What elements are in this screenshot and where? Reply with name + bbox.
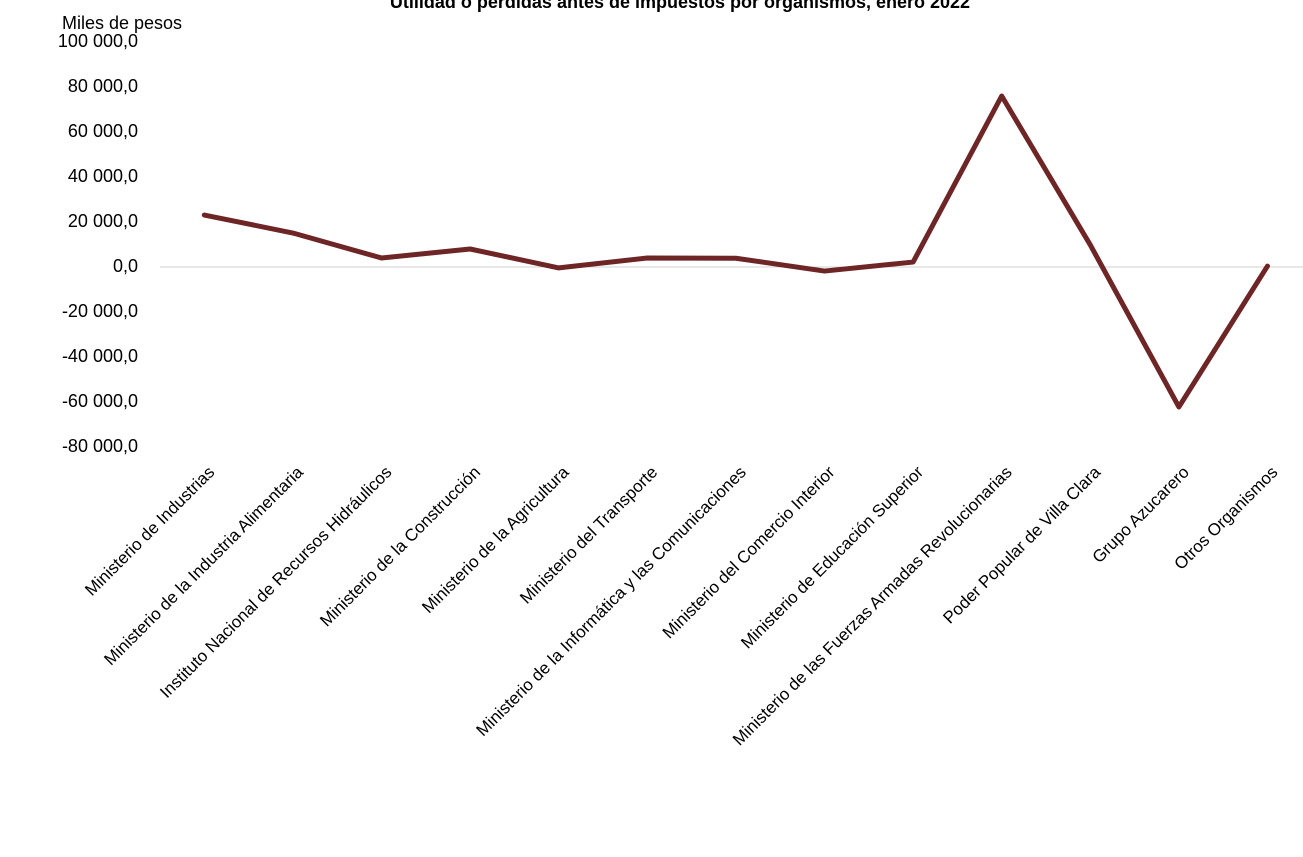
chart-title: Utilidad o pérdidas antes de impuestos p…	[390, 0, 970, 12]
y-tick-label: -80 000,0	[62, 436, 138, 456]
y-tick-label: 0,0	[113, 256, 138, 276]
y-tick-label: -60 000,0	[62, 391, 138, 411]
y-tick-label: 100 000,0	[58, 31, 138, 51]
line-series	[201, 93, 1270, 410]
y-tick-label: -40 000,0	[62, 346, 138, 366]
y-tick-label: 20 000,0	[68, 211, 138, 231]
y-tick-label: 80 000,0	[68, 76, 138, 96]
y-axis-label: Miles de pesos	[62, 13, 182, 33]
x-tick-label: Ministerio de la Agricultura	[418, 462, 573, 617]
x-tick-label: Ministerio de la Construcción	[316, 463, 484, 631]
x-tick-label: Ministerio del Comercio Interior	[659, 462, 839, 642]
x-tick-label: Poder Popular de Villa Clara	[939, 462, 1104, 627]
x-tick-label: Ministerio de la Industria Alimentaria	[100, 462, 307, 669]
x-tick-label: Grupo Azucarero	[1089, 463, 1193, 567]
x-tick-label: Ministerio de Educación Superior	[737, 462, 927, 652]
y-tick-label: 40 000,0	[68, 166, 138, 186]
y-tick-label: 60 000,0	[68, 121, 138, 141]
y-tick-label: -20 000,0	[62, 301, 138, 321]
